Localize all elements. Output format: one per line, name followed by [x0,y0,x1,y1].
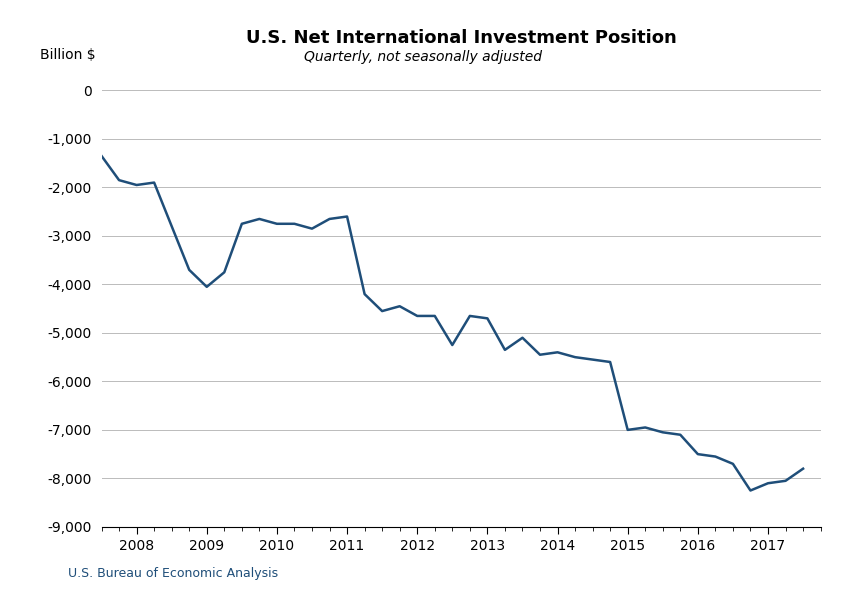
Title: U.S. Net International Investment Position: U.S. Net International Investment Positi… [245,29,677,47]
Text: Billion $: Billion $ [41,48,96,62]
Text: Quarterly, not seasonally adjusted: Quarterly, not seasonally adjusted [304,50,542,65]
Text: U.S. Bureau of Economic Analysis: U.S. Bureau of Economic Analysis [68,567,277,580]
